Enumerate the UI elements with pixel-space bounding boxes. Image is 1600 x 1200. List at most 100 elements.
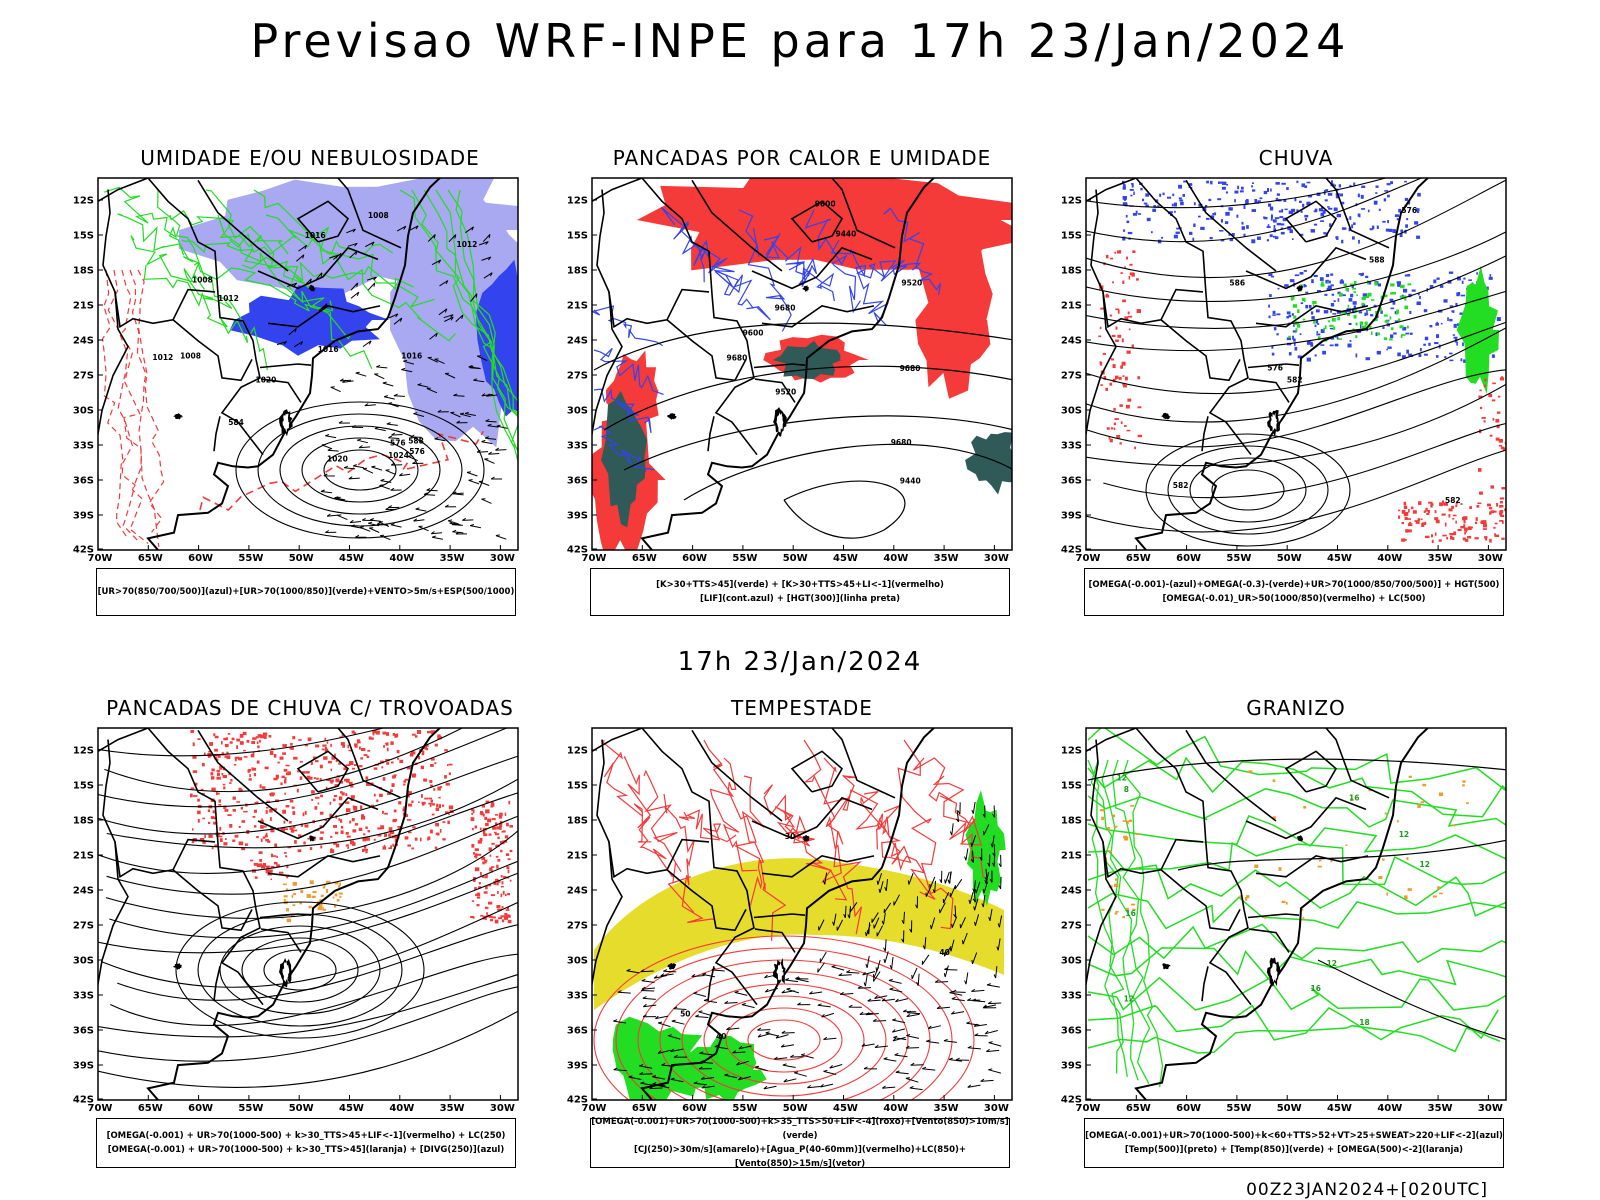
contour-label: 1008 [368,211,389,220]
wind-vectors [320,355,508,541]
legend-line: [CJ(250)>30m/s](amarelo)+[Agua_P(40-60mm… [633,1145,967,1169]
ur-green-contour-ocean [447,189,518,464]
lake-mar-chiquita [173,963,183,970]
lon-tick-label: 70W [582,1103,607,1114]
contour-label: 1012 [457,240,478,249]
state-border-2 [666,869,747,932]
lake-mar-chiquita [1162,963,1171,970]
panel-title-tempestade: TEMPESTADE [731,696,873,720]
state-border-2 [1160,869,1241,932]
omega-green-band [1456,265,1499,394]
lon-tick-label: 30W [984,1103,1009,1114]
hgt300-contours [593,322,1012,539]
state-border-5 [1284,200,1338,243]
lake-mar-chiquita [173,413,183,420]
lon-tick-label: 55W [238,1103,263,1114]
lon-tick-label: 55W [732,553,757,564]
lif-blue-contour [785,261,835,302]
state-border-11 [1325,178,1390,249]
lon-tick-label: 35W [1428,553,1453,564]
legend-pancadas-calor: [K>30+TTS>45](verde) + [K>30+TTS>45+LI<-… [590,568,1010,616]
contour-label: 9680 [891,438,912,447]
legend-trovoadas: [OMEGA(-0.001) + UR>70(1000-500) + k>30_… [96,1118,516,1168]
lon-tick-label: 30W [490,553,515,564]
state-border-1 [102,189,216,329]
contour-label: 16 [1125,909,1135,918]
lat-tick-label: 39S [73,511,94,522]
state-border-8 [1247,363,1300,369]
agua-red-contour [776,811,832,871]
lon-tick-label: 30W [984,553,1009,564]
map-panel-umidade: 1008 1008 1008 1012 1012 1012 1016 1016 1016 1020… [73,177,519,564]
map-frame [97,727,519,1101]
map-content [98,728,518,1100]
lon-tick-label: 55W [238,553,263,564]
contour-label: 1016 [305,231,326,240]
temp850-green-contour [1087,976,1506,1011]
legend-line: [OMEGA(-0.001) + UR>70(1000-500) + k>30_… [106,1131,506,1141]
map-content: 16 12 12 12 16 18 12 8 12 16 [1086,728,1506,1100]
lat-tick-label: 15S [567,231,588,242]
state-border-7 [267,305,381,328]
state-border-0 [1086,728,1252,1006]
contour-label: 12 [1124,995,1134,1004]
temp850-green-andes [1112,759,1151,1085]
state-border-7 [761,305,875,328]
lat-tick-label: 27S [1061,371,1082,382]
storm-red-south [250,851,290,881]
lon-tick-label: 50W [783,1103,808,1114]
legend-chuva: [OMEGA(-0.001)-(azul)+OMEGA(-0.3)-(verde… [1084,568,1504,616]
state-border-0 [592,728,758,1006]
lon-tick-label: 65W [1126,553,1151,564]
lon-tick-label: 40W [389,1103,414,1114]
contour-label: 588 [408,437,424,446]
legend-granizo: [OMEGA(-0.001)+UR>70(1000-500)+k<60+TTS>… [1084,1118,1504,1168]
lif-blue-contour [883,207,942,296]
lat-tick-label: 18S [567,816,588,827]
lat-tick-label: 12S [73,746,94,757]
lat-tick-label: 30S [567,406,588,417]
contour-label: 582 [1173,481,1189,490]
humidity-ocean-band [390,192,518,448]
legend-line: [LIF](cont.azul) + [HGT(300)](linha pret… [699,594,901,604]
contour-label: 9680 [727,354,748,363]
state-border-4 [707,966,715,1002]
state-border-10 [1185,729,1277,822]
lat-tick-label: 24S [1061,336,1082,347]
state-border-8 [753,363,806,369]
ur-green-contour [143,264,249,343]
lat-tick-label: 18S [1061,816,1082,827]
lon-tick-label: 40W [883,1103,908,1114]
wind850-vectors [613,965,1002,1091]
contour-label: 1016 [318,345,339,354]
lat-tick-label: 30S [73,406,94,417]
forecast-run-footer: 00Z23JAN2024+[020UTC] [1246,1180,1488,1200]
map-frame [1085,177,1507,551]
contour-label: 12 [1420,860,1430,869]
state-border-9 [1248,378,1290,403]
state-border-6 [1245,246,1367,290]
legend-line: [OMEGA(-0.01)_UR>50(1000/850)(vermelho) … [1162,594,1426,604]
state-border-5 [296,200,350,243]
lon-tick-label: 40W [1377,1103,1402,1114]
state-border-9 [260,928,302,953]
lat-tick-label: 36S [1061,1026,1082,1037]
legend-tempestade: [OMEGA(-0.001)+UR>70(1000-500)+k>35_TTS>… [590,1117,1010,1169]
contour-label: 40 [716,1032,726,1041]
state-border-6 [1245,796,1367,840]
contour-label: 582 [1287,375,1303,384]
legend-line: [OMEGA(-0.001)+UR>70(1000-500)+k<60+TTS>… [1085,1131,1503,1141]
panel-title-pancadas-calor: PANCADAS POR CALOR E UMIDADE [612,146,992,170]
map-panel-tempestade: 40 30 50 40 12S 15S 18S 21S 24S 27S 30S 33S 36S 39S 42… [567,727,1013,1114]
lat-tick-label: 15S [1061,231,1082,242]
low-system-contours [1145,433,1351,547]
state-border-7 [761,855,875,878]
lif-blue-west [593,425,655,473]
state-border-2 [172,319,253,382]
ur-green-contour [103,186,185,256]
state-border-11 [337,178,402,249]
lat-tick-label: 27S [73,921,94,932]
state-border-10 [691,179,783,272]
contour-label: 9520 [901,279,922,288]
state-border-3 [98,291,129,483]
